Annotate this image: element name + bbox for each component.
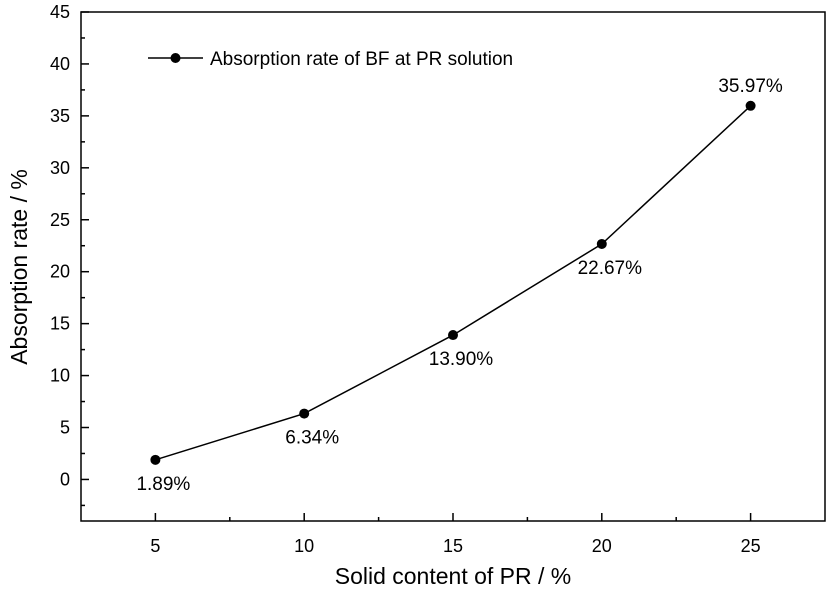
x-tick-label: 25 — [741, 536, 761, 556]
y-axis-title: Absorption rate / % — [6, 169, 32, 365]
y-tick-label: 20 — [50, 262, 70, 282]
y-tick-label: 25 — [50, 210, 70, 230]
legend-marker — [170, 53, 181, 63]
data-point — [745, 100, 756, 111]
series-line — [155, 105, 752, 461]
x-tick-label: 10 — [294, 536, 314, 556]
data-points — [150, 100, 756, 465]
data-label: 6.34% — [285, 428, 339, 449]
legend-label: Absorption rate of BF at PR solution — [210, 49, 513, 70]
data-point — [299, 408, 310, 419]
y-tick-label: 35 — [50, 106, 70, 126]
y-tick-label: 30 — [50, 158, 70, 178]
data-label: 13.90% — [429, 349, 494, 370]
y-tick-label: 45 — [50, 2, 70, 22]
data-labels: 1.89% 6.34% 13.90% 22.67% 35.97% — [136, 76, 782, 495]
x-tick-label: 15 — [443, 536, 463, 556]
y-tick-label: 40 — [50, 54, 70, 74]
y-tick-label: 10 — [50, 366, 70, 386]
x-tick-label: 20 — [592, 536, 612, 556]
data-point — [150, 454, 161, 465]
data-point — [448, 330, 458, 341]
data-label: 1.89% — [136, 474, 190, 495]
plot-frame — [80, 11, 826, 522]
x-tick-label: 5 — [150, 536, 160, 556]
y-axis-ticks: 0 5 10 15 20 25 30 35 40 45 — [50, 2, 89, 507]
y-tick-label: 5 — [60, 418, 70, 438]
x-axis-ticks: 5 10 15 20 25 — [150, 513, 761, 556]
y-tick-label: 15 — [50, 314, 70, 334]
data-point — [596, 238, 607, 249]
x-axis-title: Solid content of PR / % — [335, 563, 572, 589]
legend: Absorption rate of BF at PR solution — [148, 49, 513, 70]
data-label: 22.67% — [578, 258, 643, 279]
data-label: 35.97% — [718, 76, 783, 97]
y-tick-label: 0 — [60, 469, 70, 489]
